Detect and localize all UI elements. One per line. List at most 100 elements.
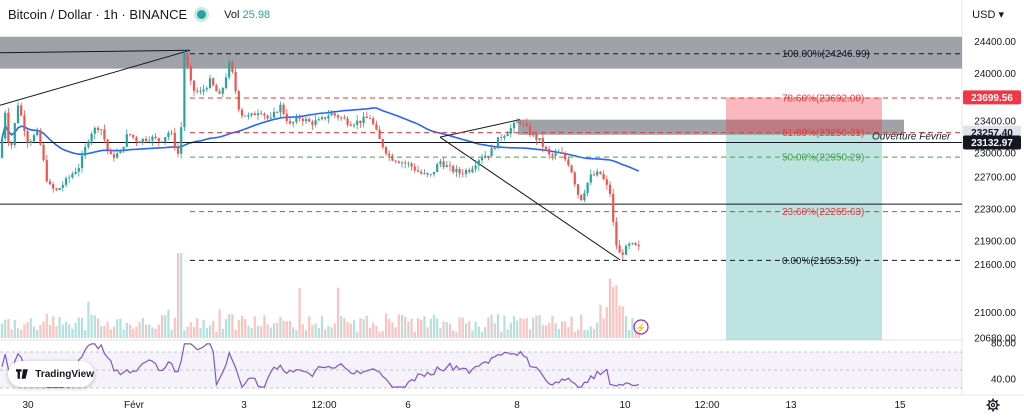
volume-bar [352,320,356,338]
candle-body [637,245,640,247]
volume-bar [448,323,452,338]
volume-bar [368,328,372,338]
volume-bar [0,323,4,338]
volume-bar [301,324,304,338]
volume-bar [592,328,596,338]
gear-icon[interactable] [986,398,1000,412]
candle-body [564,153,567,160]
fib-level-label: 50.00%(22950.29) [782,153,864,164]
candle-body [109,149,112,155]
volume-legend: Vol 25.98 [224,9,270,21]
candle-body [570,165,573,173]
time-tick-label: 13 [785,400,797,411]
volume-bar [439,328,442,338]
take-profit-zone [726,132,882,340]
candle-body [599,171,602,174]
candle-body [436,164,439,173]
candle-body [125,134,128,147]
currency-selector[interactable]: USD ▾ [972,8,1004,21]
volume-bar [490,314,493,338]
volume-bar [471,330,474,338]
candle-body [471,168,474,172]
volume-bar [100,325,103,338]
tradingview-logo[interactable]: TradingView [8,361,94,387]
volume-bar [180,253,183,338]
candle-body [621,252,624,255]
candle-body [221,87,224,94]
candle-body [509,128,512,134]
candle-body [180,127,183,154]
volume-bar [288,321,292,338]
candle-body [439,161,442,165]
volume-bar [615,285,618,338]
candle-body [352,124,356,126]
candle-body [173,132,176,147]
candle-body [0,138,4,158]
candle-body [320,117,324,120]
tradingview-icon [16,369,28,379]
volume-bar [112,326,116,338]
candle-body [288,121,292,124]
volume-bar [484,327,487,338]
volume-bar [583,330,586,338]
volume-bar [336,287,340,338]
volume-bar [426,327,429,338]
volume-bar [52,316,55,338]
fib-level-label: 0.00%(21653.59) [782,256,859,267]
candle-body [426,172,429,175]
candle-body [237,90,240,110]
volume-bar [519,318,522,338]
volume-bar [586,329,589,338]
volume-bar [183,330,186,338]
candle-body [336,115,340,118]
time-tick-label: 12:00 [311,400,336,411]
volume-bar [461,317,464,338]
candle-body [112,154,116,158]
candle-body [554,153,557,156]
volume-bar [330,327,333,338]
candle-body [71,174,74,178]
volume-bar [74,322,77,338]
time-tick-label: 3 [241,400,247,411]
volume-bar [362,319,365,338]
candle-body [458,169,461,174]
candle-body [474,165,477,169]
candle-body [39,130,42,145]
volume-bar [170,329,173,338]
symbol-title[interactable]: Bitcoin / Dollar · 1h · BINANCE [8,7,188,22]
volume-bar [541,324,544,338]
price-tag-label: 23132.97 [971,138,1013,149]
candle-body [84,146,87,156]
volume-bar [202,319,205,338]
volume-value: 25.98 [242,8,271,21]
candle-body [90,133,93,142]
candle-body [340,117,343,119]
volume-bar [304,330,308,338]
candle-body [468,170,471,172]
volume-bar [58,317,61,338]
candle-body [506,133,509,137]
candle-body [384,147,388,154]
volume-bar [160,315,164,338]
candle-body [541,137,544,147]
volume-bar [292,327,295,338]
volume-bar [394,327,397,338]
volume-bar [544,325,548,338]
candle-body [580,194,583,201]
lightning-marker: ⚡ [635,322,646,334]
candle-body [10,142,13,146]
currency-label[interactable]: USD [972,9,996,21]
candle-body [119,150,122,154]
symbol-header[interactable]: Bitcoin / Dollar · 1h · BINANCE Vol 25.9… [8,7,270,22]
volume-bar [279,316,282,338]
candle-body [55,188,58,190]
volume-bar [327,325,330,338]
time-tick-label: 10 [619,400,631,411]
candle-body [538,137,541,140]
candle-body [224,77,228,88]
volume-bar [548,322,551,338]
price-tick-label: 21000.00 [974,308,1016,319]
candle-body [42,144,45,161]
candle-body [13,123,16,146]
